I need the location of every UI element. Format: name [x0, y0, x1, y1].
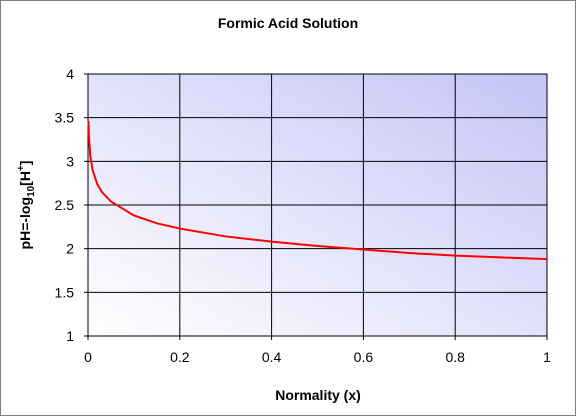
y-tick-label: 2.5 — [55, 197, 75, 213]
chart-title: Formic Acid Solution — [218, 15, 358, 31]
y-label-part: ] — [17, 161, 33, 166]
y-axis-label: pH=-log10[H+] — [16, 161, 37, 250]
y-tick-label: 1 — [66, 328, 74, 344]
x-tick-label: 1 — [543, 349, 551, 365]
x-tick-label: 0 — [84, 349, 92, 365]
y-label-part: [H — [17, 171, 33, 186]
y-tick-label: 3 — [66, 153, 74, 169]
y-label-sup: + — [16, 165, 27, 171]
y-tick-label: 2 — [66, 241, 74, 257]
y-tick-label: 1.5 — [55, 284, 75, 300]
x-tick-label: 0.8 — [445, 349, 465, 365]
x-axis-label: Normality (x) — [275, 387, 361, 403]
y-label-part: pH=-log — [17, 197, 33, 250]
y-tick-label: 4 — [66, 66, 74, 82]
x-tick-label: 0.2 — [170, 349, 190, 365]
x-tick-label: 0.4 — [262, 349, 282, 365]
x-tick-label: 0.6 — [354, 349, 374, 365]
y-tick-label: 3.5 — [55, 110, 75, 126]
data-line — [87, 121, 548, 261]
y-label-sub: 10 — [26, 185, 37, 197]
